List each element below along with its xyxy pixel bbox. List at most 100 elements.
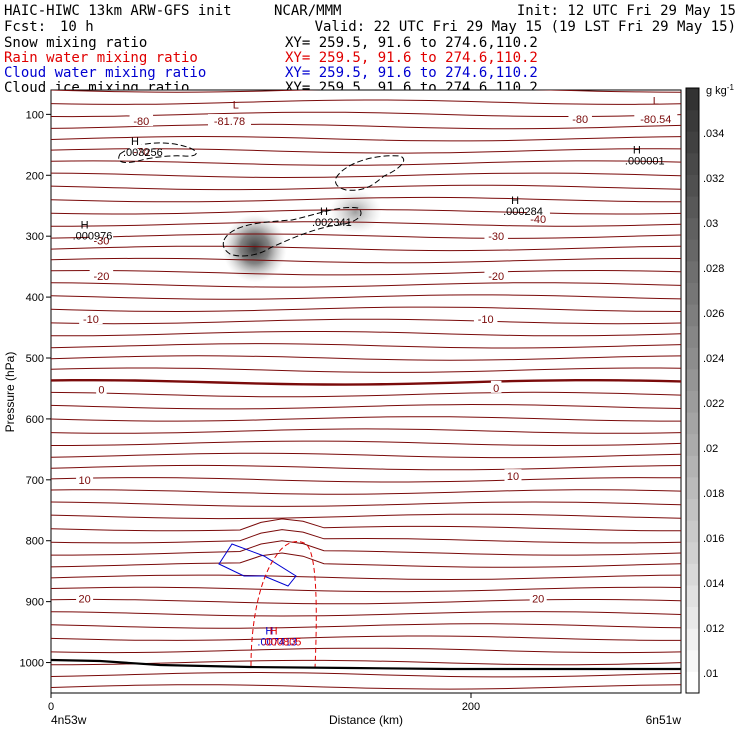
colorbar-cell: [686, 239, 699, 262]
isotherm-line: [51, 623, 681, 629]
terrain-line: [51, 658, 681, 671]
y-tick-label: 300: [26, 231, 44, 243]
colorbar-cell: [686, 606, 699, 629]
extremum-marker: H: [633, 144, 641, 156]
init-time: Init: 12 UTC Fri 29 May 15: [517, 3, 736, 19]
isotherm-label: -70: [133, 147, 149, 159]
isotherm-line: [51, 318, 681, 325]
isotherm-lines: [51, 90, 681, 690]
colorbar-cell: [686, 563, 699, 586]
isotherm-line: [51, 306, 681, 313]
isotherm-label: 10: [78, 475, 90, 487]
colorbar-cell: [686, 671, 699, 694]
isotherm-line: [51, 367, 681, 373]
isotherm-label-bg: [89, 233, 114, 246]
isotherm-line: [51, 428, 681, 434]
colorbar-tick-label: .03: [703, 218, 718, 230]
extremum-value: .000284: [503, 206, 543, 218]
isotherm-line: [51, 391, 681, 398]
y-axis-label: Pressure (hPa): [3, 352, 17, 433]
isotherm-label: -30: [93, 235, 109, 247]
colorbar-cell: [686, 433, 699, 456]
extremum-value: .002341: [312, 217, 352, 229]
y-tick-label: 400: [26, 292, 44, 304]
isotherm-line: [51, 501, 681, 507]
colorbar-cell: [686, 476, 699, 500]
isotherm-line: [51, 598, 681, 605]
valid-time: Valid: 22 UTC Fri 29 May 15 (19 LST Fri …: [315, 19, 736, 35]
colorbar-cell: [686, 131, 699, 154]
isotherm-line: [51, 123, 681, 130]
isotherm-line: [51, 611, 681, 617]
isotherm-label-bg: [79, 312, 103, 325]
colorbar-tick-label: .01: [703, 668, 718, 680]
colorbar-tick-label: .034: [703, 128, 724, 140]
colorbar-cell: [686, 88, 699, 111]
isotherm-label-bg: [634, 112, 678, 125]
isotherm-label-bg: [129, 114, 154, 127]
isotherm-line: [51, 196, 681, 203]
extremum-marker: H: [511, 195, 519, 207]
isotherm-label: 0: [98, 385, 104, 397]
y-tick-label: 200: [26, 170, 44, 182]
cloud-water-contour: [218, 543, 297, 587]
rain-water-contour: [250, 541, 317, 669]
isotherm-label-bg: [529, 591, 547, 604]
isotherm-label-bg: [526, 212, 550, 225]
colorbar-tick-label: .012: [703, 623, 724, 635]
isotherm-line: [51, 489, 681, 495]
extremum-marker: L: [233, 99, 239, 111]
isotherm-label: 20: [78, 594, 90, 606]
colorbar-cell: [686, 109, 699, 132]
ice-contours: [118, 142, 405, 257]
isotherm-label-bg: [96, 382, 107, 395]
extremum-marker: H: [131, 136, 139, 148]
isotherm-line: [51, 343, 681, 349]
isotherm-label: -81.78: [214, 116, 245, 128]
y-tick-label: 100: [26, 109, 44, 121]
isotherm-line: [51, 379, 681, 386]
isotherm-label: -20: [488, 271, 504, 283]
isotherm-labels: -80 -80 -81.78 -80.54 -70 -40 -30 -30 -20 -20 -10 -…: [76, 112, 678, 606]
colorbar-cell: [686, 282, 699, 305]
extremum-value: .000805: [262, 637, 302, 649]
extremum-marker: H: [81, 219, 89, 231]
isotherm-line: [51, 440, 681, 447]
ice-contour-3: [222, 206, 362, 257]
isotherm-line: [51, 586, 681, 593]
colorbar-cell: [686, 196, 699, 219]
isotherm-line: [51, 160, 681, 166]
extremum-marker: L: [653, 96, 659, 108]
colorbar-cell: [686, 584, 699, 608]
isotherm-label-bg: [568, 112, 592, 125]
isotherm-line: [51, 233, 681, 239]
fcst-label: Fcst:: [4, 19, 46, 35]
colorbar-cell: [686, 390, 699, 413]
isotherm-label: -80.54: [640, 114, 671, 126]
colorbar-cell: [686, 304, 699, 327]
field-xy: XY= 259.5, 91.6 to 274.6,110.2: [285, 50, 538, 66]
isotherm-label: -30: [488, 231, 504, 243]
colorbar: .01 .012 .014 .016 .018 .02 .022 .024 .026 .028 .0…: [685, 87, 724, 694]
isotherm-label: 0: [493, 383, 499, 395]
extrema-labels: L LH.003256 H.000001H.000976H.002341H.0002…: [73, 96, 665, 649]
field-name: Rain water mixing ratio: [4, 50, 198, 66]
colorbar-cell: [686, 152, 699, 175]
isotherm-line: [51, 331, 681, 337]
isotherm-label: -10: [478, 314, 494, 326]
isotherm-label: -80: [572, 114, 588, 126]
isotherm-line: [51, 671, 681, 678]
colorbar-tick-label: .026: [703, 308, 724, 320]
field-name: Cloud water mixing ratio: [4, 65, 206, 81]
isotherm-line: [51, 209, 681, 215]
field-xy: XY= 259.5, 91.6 to 274.6,110.2: [285, 65, 538, 81]
isotherm-line: [51, 684, 681, 690]
colorbar-tick-label: .018: [703, 488, 724, 500]
isotherm-line: [51, 355, 681, 361]
x-tick-label: 0: [48, 701, 54, 713]
x-axis-label: Distance (km): [329, 713, 403, 727]
colorbar-cell: [686, 520, 699, 543]
colorbar-cell: [686, 325, 699, 348]
colorbar-cell: [686, 174, 699, 197]
colorbar-cell: [686, 368, 699, 391]
